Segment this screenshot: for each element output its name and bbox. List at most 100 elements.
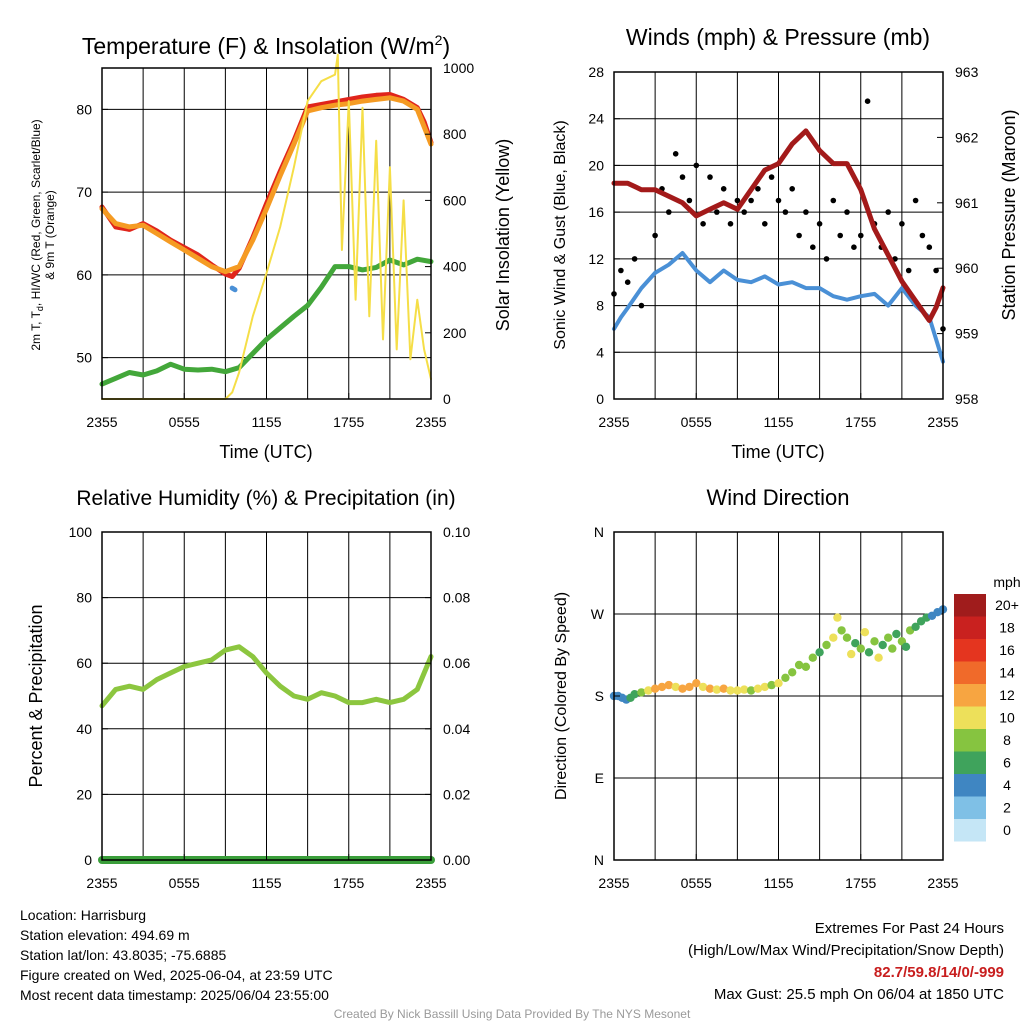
x-tick-label: 0555	[681, 875, 712, 891]
x-tick-label: 2355	[927, 875, 958, 891]
y2-tick-label: 800	[443, 126, 467, 142]
gust-point	[720, 186, 727, 192]
direction-point	[630, 690, 639, 699]
y-tick-label: 80	[76, 590, 92, 606]
direction-point	[767, 680, 776, 690]
direction-y-axis-label: Direction (Colored By Speed)	[553, 592, 570, 800]
humidity-title: Relative Humidity (%) & Precipitation (i…	[76, 487, 455, 510]
direction-point	[822, 640, 831, 650]
direction-point	[698, 682, 708, 692]
y-tick-label: 12	[588, 251, 604, 267]
x-tick-label: 0555	[681, 414, 712, 430]
direction-point	[888, 644, 897, 653]
gust-point	[672, 151, 679, 157]
temperature-y-axis-label-line1: 2m T, Td, HI/WC (Red, Green, Scarlet/Blu…	[29, 119, 45, 350]
direction-point	[746, 686, 756, 695]
temperature-panel: Temperature (F) & Insolation (W/m2) 2355…	[29, 32, 513, 462]
direction-point	[870, 637, 879, 646]
gust-point	[926, 244, 933, 250]
y2-tick-label: 963	[955, 64, 979, 80]
direction-point	[712, 685, 721, 694]
speed-legend: 20+ 18 16 14 12 10 8 6 4 2 0	[954, 594, 1019, 842]
x-tick-label: 1155	[763, 414, 793, 430]
winds-title: Winds (mph) & Pressure (mb)	[626, 24, 930, 50]
gust-point	[933, 267, 939, 274]
y-tick-label: N	[594, 852, 604, 868]
direction-point	[671, 682, 680, 692]
y2-tick-label: 1000	[443, 60, 474, 76]
legend-swatch	[954, 729, 986, 752]
station-info: Location: Harrisburg Station elevation: …	[20, 905, 333, 1005]
legend-label: 0	[1003, 822, 1011, 838]
y2-tick-label: 958	[955, 391, 979, 407]
extremes-values: 82.7/59.8/14/0/-999	[873, 964, 1004, 981]
legend-label: 20+	[995, 597, 1019, 613]
y2-tick-label: 600	[443, 192, 467, 208]
gust-point	[864, 98, 871, 104]
gust-point	[686, 197, 693, 204]
y2-tick-label: 200	[443, 325, 467, 341]
gust-point	[816, 221, 823, 227]
direction-point	[774, 679, 783, 688]
gust-point	[762, 221, 768, 227]
gust-point	[755, 186, 761, 192]
y-tick-label: S	[595, 688, 604, 704]
direction-title: Wind Direction	[706, 485, 849, 510]
temperature-grid	[102, 68, 431, 399]
y-tick-label: E	[595, 770, 604, 786]
winds-x-axis-label: Time (UTC)	[731, 442, 824, 462]
gust-point	[679, 174, 686, 180]
legend-swatch	[954, 751, 986, 774]
direction-point	[794, 660, 804, 670]
y2-tick-label: 0.04	[443, 721, 470, 737]
temperature-y-axis-label-line2: & 9m T (Orange)	[43, 190, 57, 280]
pressure-line	[611, 128, 946, 323]
legend-label: 14	[999, 665, 1015, 681]
direction-point	[664, 680, 673, 690]
gust-point	[618, 267, 624, 274]
y2-tick-label: 962	[955, 129, 979, 145]
direction-point	[856, 644, 865, 653]
y-tick-label: 0	[84, 852, 92, 868]
direction-point	[901, 642, 911, 651]
y2-tick-label: 0.02	[443, 786, 470, 802]
gust-point	[919, 232, 926, 239]
gust-point	[851, 244, 857, 250]
direction-point	[692, 679, 701, 688]
gust-point	[789, 186, 795, 192]
speed-legend-title: mph	[993, 574, 1020, 590]
direction-point	[874, 653, 883, 662]
gust-point	[775, 197, 782, 204]
gust-point	[837, 232, 843, 239]
data-timestamp: Most recent data timestamp: 2025/06/04 2…	[20, 987, 329, 1003]
gust-point	[899, 221, 905, 227]
x-tick-label: 2355	[598, 875, 629, 891]
y-tick-label: 60	[76, 655, 92, 671]
extremes-info: Extremes For Past 24 Hours (High/Low/Max…	[688, 918, 1004, 1006]
gust-point	[700, 221, 706, 227]
y-tick-label: 20	[76, 786, 92, 802]
direction-grid	[614, 532, 943, 860]
y2-tick-label: 959	[955, 326, 979, 342]
wind-speed-line	[612, 251, 945, 364]
pressure-y-axis-label: Station Pressure (Maroon)	[999, 109, 1019, 320]
direction-point	[657, 682, 667, 692]
gust-point	[666, 209, 672, 215]
direction-point	[726, 686, 735, 695]
y-tick-label: 20	[588, 157, 604, 173]
legend-label: 8	[1003, 732, 1011, 748]
station-latlon: Station lat/lon: 43.8035; -75.6885	[20, 947, 227, 963]
gust-point	[912, 197, 919, 204]
legend-swatch	[954, 684, 986, 707]
y2-tick-label: 0	[443, 391, 451, 407]
extremes-title: Extremes For Past 24 Hours	[814, 920, 1004, 937]
x-tick-label: 2355	[86, 875, 117, 891]
insolation-y-axis-label: Solar Insolation (Yellow)	[493, 139, 513, 331]
gust-point	[734, 197, 741, 204]
humidity-panel: Relative Humidity (%) & Precipitation (i…	[26, 487, 470, 891]
y-tick-label: 70	[76, 184, 92, 200]
temperature-9m-line	[99, 95, 434, 275]
direction-point	[650, 684, 660, 693]
gust-point	[631, 256, 638, 262]
y2-tick-label: 0.00	[443, 852, 470, 868]
